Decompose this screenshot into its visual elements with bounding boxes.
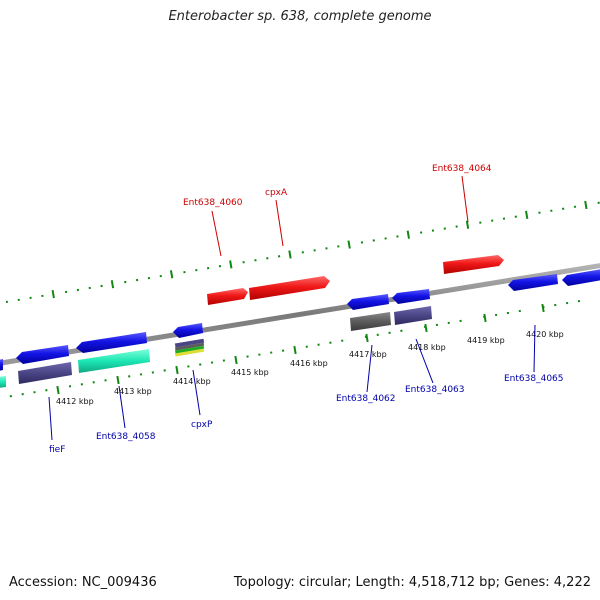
map-title: Enterobacter sp. 638, complete genome xyxy=(168,9,432,24)
lower-scale-ticks xyxy=(56,303,545,395)
kbp-label: 4418 kbp xyxy=(408,343,446,352)
cds-ent638-4064[interactable] xyxy=(443,255,504,274)
cds-ent638-4062[interactable] xyxy=(347,294,389,310)
cds-cpxp[interactable] xyxy=(173,323,203,338)
gene-label-ent638-4062[interactable]: Ent638_4062 xyxy=(336,394,396,404)
kbp-labels: 4412 kbp 4413 kbp 4414 kbp 4415 kbp 4416… xyxy=(56,330,564,406)
kbp-label: 4413 kbp xyxy=(114,387,152,396)
cds-ent638-4060[interactable] xyxy=(207,288,248,305)
gene-label-ent638-4063[interactable]: Ent638_4063 xyxy=(405,385,465,395)
upper-scale-dots xyxy=(5,201,600,303)
cds-ent638-4062-gray[interactable] xyxy=(350,312,391,331)
cds-ent638-4058[interactable] xyxy=(76,332,147,353)
cds-cpxp-yellow xyxy=(175,348,205,357)
cds-cpxp-slate xyxy=(174,338,205,348)
kbp-label: 4416 kbp xyxy=(290,359,328,368)
gene-label-ent638-4060[interactable]: Ent638_4060 xyxy=(183,198,243,208)
genome-summary-text: Topology: circular; Length: 4,518,712 bp… xyxy=(233,575,591,590)
cds-fief-slate[interactable] xyxy=(18,362,72,384)
gene-label-cpxa[interactable]: cpxA xyxy=(265,188,288,198)
accession-text: Accession: NC_009436 xyxy=(9,575,157,590)
lower-scale-dots xyxy=(9,299,581,398)
cds-cpxp-green xyxy=(175,345,205,354)
cds-ent638-4063-slate[interactable] xyxy=(394,306,432,325)
forward-strand-genes[interactable] xyxy=(207,255,504,305)
cds-cpxp-gray xyxy=(175,342,205,351)
cds-cpxa[interactable] xyxy=(249,276,330,300)
kbp-label: 4415 kbp xyxy=(231,368,269,377)
upper-scale-ticks xyxy=(51,200,588,299)
cds-partial-right[interactable] xyxy=(562,269,600,286)
forward-gene-labels: Ent638_4060 cpxA Ent638_4064 xyxy=(183,164,492,208)
gene-label-ent638-4058[interactable]: Ent638_4058 xyxy=(96,432,156,442)
label-connectors xyxy=(48,175,536,441)
cds-partial-blue[interactable] xyxy=(0,359,3,371)
lower-scale-track xyxy=(9,299,581,398)
gene-label-fief[interactable]: fieF xyxy=(49,445,65,455)
cds-fief[interactable] xyxy=(16,345,69,364)
gene-label-cpxp[interactable]: cpxP xyxy=(191,420,213,430)
cds-ent638-4065[interactable] xyxy=(508,274,558,291)
kbp-label: 4420 kbp xyxy=(526,330,564,339)
kbp-label: 4417 kbp xyxy=(349,350,387,359)
cds-ent638-4063[interactable] xyxy=(392,289,430,304)
kbp-label: 4414 kbp xyxy=(173,377,211,386)
upper-scale-track xyxy=(5,200,600,303)
cds-ent638-4058-teal[interactable] xyxy=(78,349,150,373)
reverse-strand-genes[interactable] xyxy=(0,269,600,388)
gene-label-ent638-4065[interactable]: Ent638_4065 xyxy=(504,374,564,384)
cds-partial-teal[interactable] xyxy=(0,376,6,388)
kbp-label: 4419 kbp xyxy=(467,336,505,345)
kbp-label: 4412 kbp xyxy=(56,397,94,406)
reverse-gene-labels: fieF Ent638_4058 cpxP Ent638_4062 Ent638… xyxy=(49,374,564,455)
gene-label-ent638-4064[interactable]: Ent638_4064 xyxy=(432,164,492,174)
